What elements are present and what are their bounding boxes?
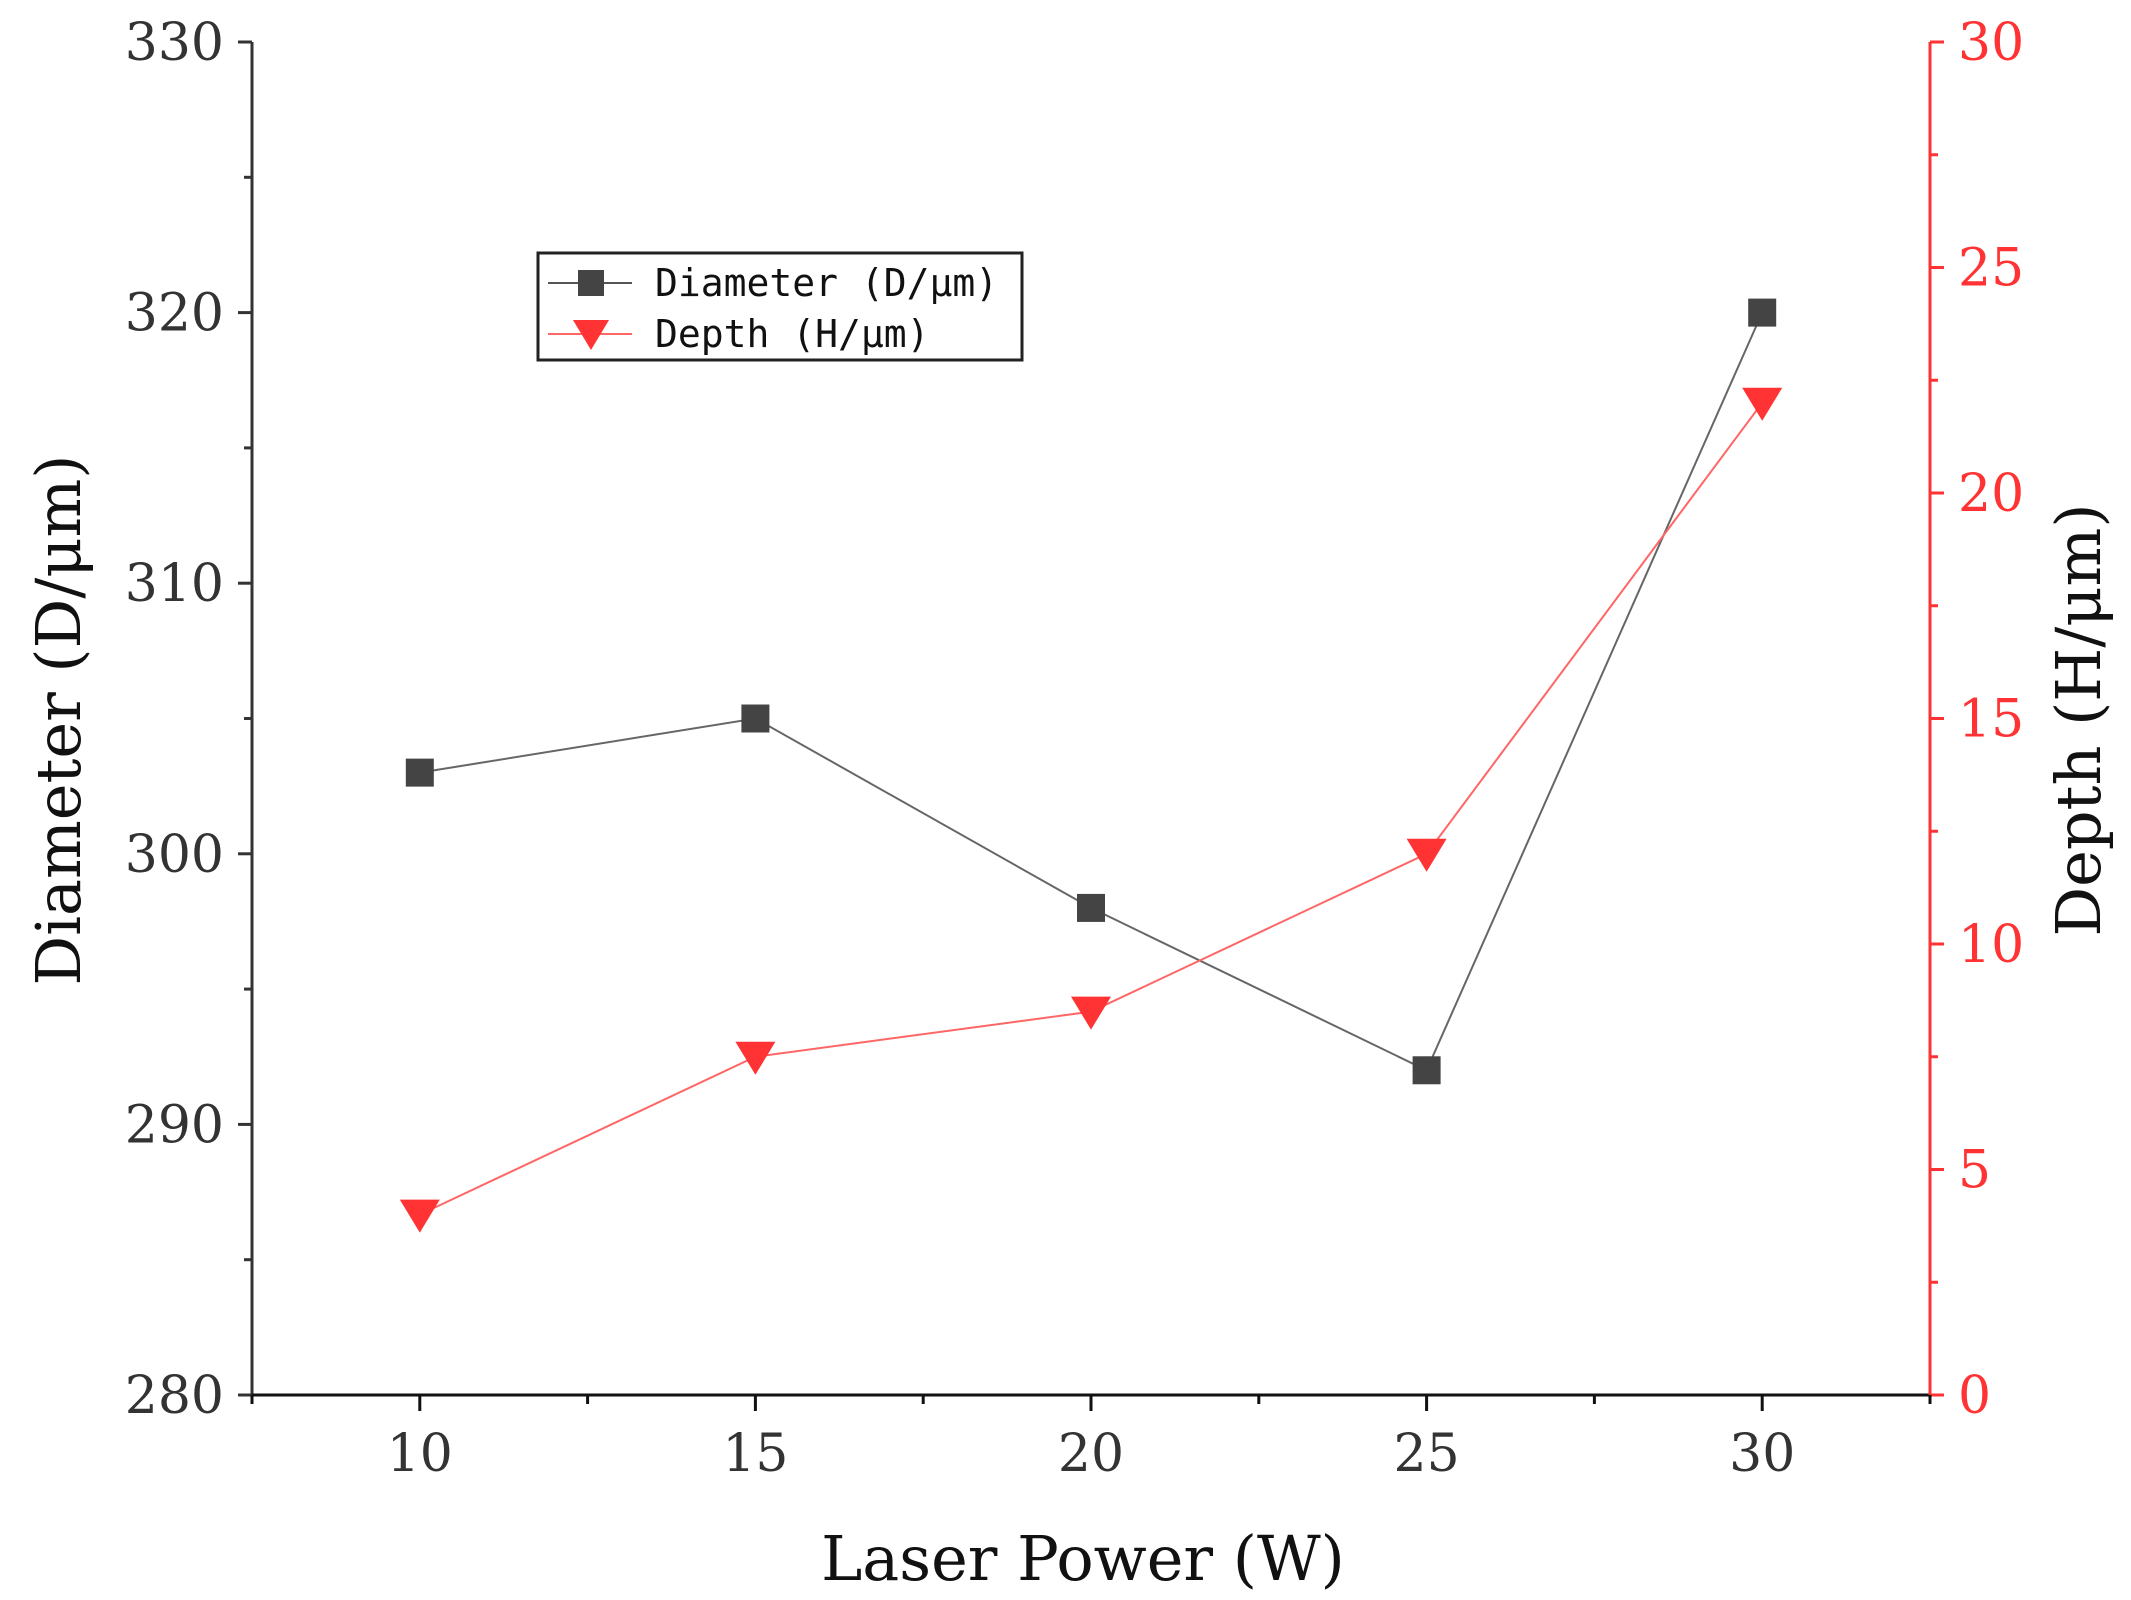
data-point-depth [399,1199,440,1233]
y-right-tick-label: 30 [1958,13,2024,73]
x-axis-title: Laser Power (W) [821,1522,1345,1595]
y-right-tick-label: 10 [1958,915,2024,975]
y-left-tick-label: 320 [125,284,224,344]
legend-entry-depth: Depth (H/μm) [548,312,930,356]
y-left-tick-label: 300 [125,825,224,885]
y-left-tick-label: 310 [125,554,224,614]
data-point-diameter [405,758,434,787]
data-point-diameter [1412,1056,1441,1085]
data-point-depth [735,1041,776,1075]
y-axis-left-title: Diameter (D/μm) [22,455,95,986]
x-tick-label: 25 [1394,1424,1460,1484]
legend-label-diameter: Diameter (D/μm) [655,261,998,305]
legend: Diameter (D/μm) Depth (H/μm) [536,251,1024,362]
legend-marker-square [578,270,604,296]
x-tick-label: 15 [722,1424,788,1484]
y-right-tick-label: 5 [1958,1141,1991,1201]
series-line-diameter [419,312,1764,1072]
data-point-depth [1071,996,1111,1030]
series-line-depth [419,402,1764,1216]
data-point-diameter [741,704,770,733]
legend-entry-diameter: Diameter (D/μm) [548,261,998,305]
data-point-diameter [1077,893,1105,922]
y-right-tick-label: 0 [1958,1366,1991,1426]
y-axis-right-title: Depth (H/μm) [2042,503,2115,936]
y-left-tick-label: 290 [125,1095,224,1155]
data-point-depth [1742,387,1783,421]
y-left-tick-label: 330 [125,13,224,73]
data-point-diameter [1748,298,1777,327]
x-tick-label: 20 [1058,1424,1124,1484]
x-tick-label: 10 [387,1424,453,1484]
y-right-tick-label: 25 [1958,239,2024,299]
ticks: 280 290 300 310 320 330 0 5 10 15 20 25 30 10 15 20 25 30 [125,13,2024,1484]
data-point-depth [1406,838,1447,872]
legend-box [536,251,1024,362]
legend-marker-triangle [573,320,609,350]
y-left-tick-label: 280 [125,1366,224,1426]
x-tick-label: 30 [1729,1424,1795,1484]
y-right-tick-label: 15 [1958,690,2024,750]
series-layer [399,298,1783,1233]
legend-label-depth: Depth (H/μm) [655,312,930,356]
axes [250,42,1932,1397]
y-right-tick-label: 20 [1958,464,2024,524]
